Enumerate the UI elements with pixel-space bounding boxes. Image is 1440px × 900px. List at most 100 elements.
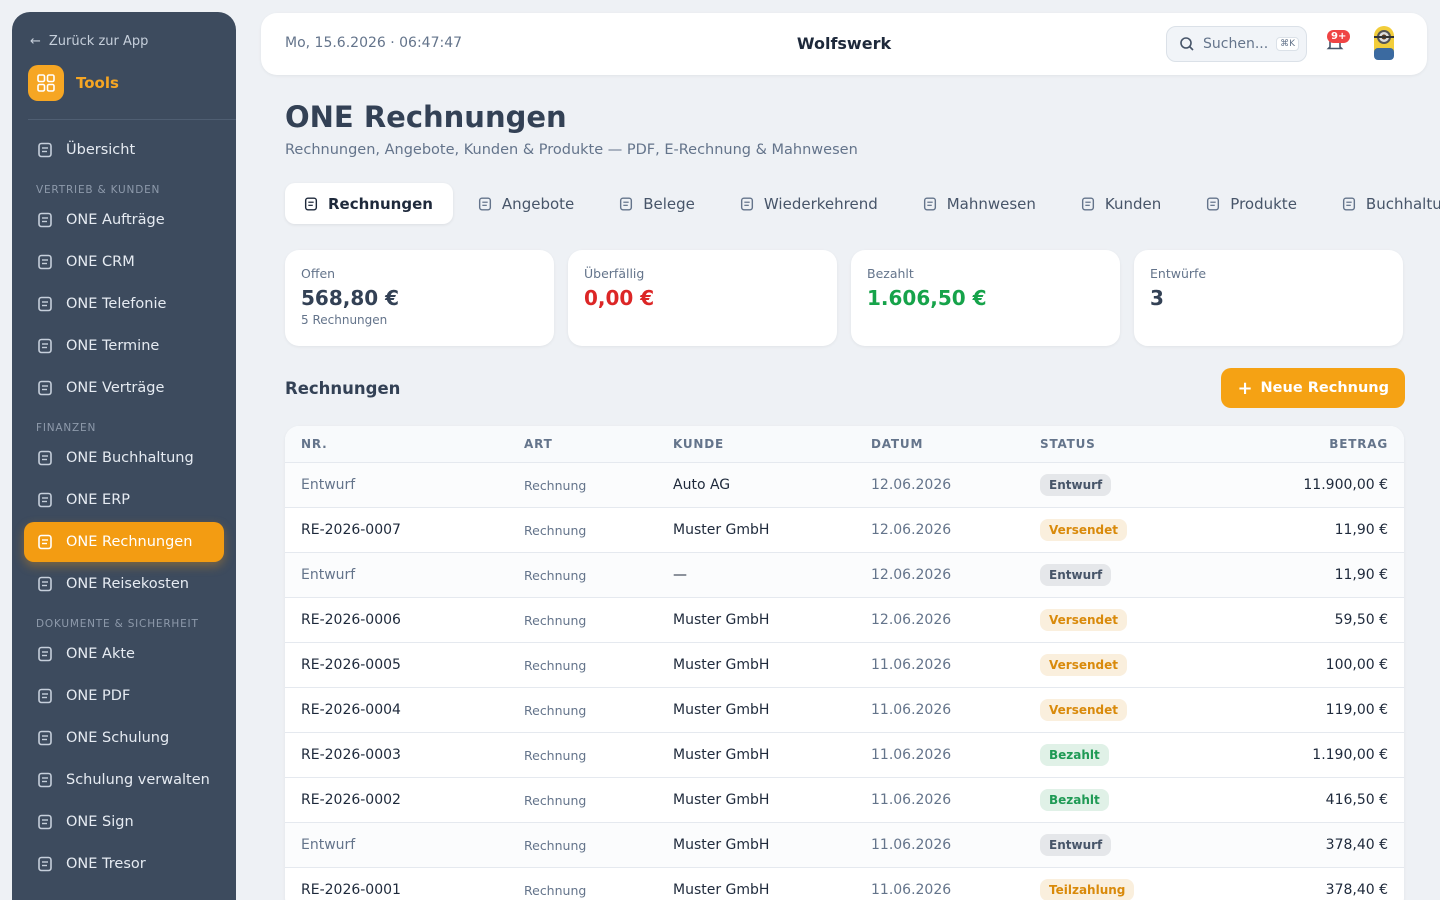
cell-datum: 11.06.2026 xyxy=(855,642,1024,687)
cell-nr: RE-2026-0001 xyxy=(285,867,508,900)
table-row[interactable]: RE-2026-0002 Rechnung Muster GmbH 11.06.202… xyxy=(285,777,1404,822)
page-subtitle: Rechnungen, Angebote, Kunden & Produkte … xyxy=(285,142,858,158)
table-row[interactable]: Entwurf Rechnung Muster GmbH 11.06.2026 Entw… xyxy=(285,822,1404,867)
cell-datum: 12.06.2026 xyxy=(855,552,1024,597)
nav-label: ONE Aufträge xyxy=(66,212,165,228)
cell-nr: RE-2026-0003 xyxy=(285,732,508,777)
nav-item[interactable]: ONE Schulung xyxy=(24,718,224,758)
nav-item[interactable]: Schulung verwalten xyxy=(24,760,224,800)
cell-status: Entwurf xyxy=(1024,552,1224,597)
section-title: DOKUMENTE & SICHERHEIT xyxy=(36,618,199,630)
cell-betrag: 416,50 € xyxy=(1224,777,1404,822)
cell-art: Rechnung xyxy=(508,597,657,642)
nav-item[interactable]: ONE Reisekosten xyxy=(24,564,224,604)
cell-datum: 11.06.2026 xyxy=(855,732,1024,777)
nav-label: ONE Tresor xyxy=(66,856,146,872)
avatar[interactable] xyxy=(1371,24,1397,68)
section-title: VERTRIEB & KUNDEN xyxy=(36,184,161,196)
table-row[interactable]: RE-2026-0006 Rechnung Muster GmbH 12.06.202… xyxy=(285,597,1404,642)
button-label: Neue Rechnung xyxy=(1260,380,1389,396)
cell-art: Rechnung xyxy=(508,642,657,687)
cell-kunde: Muster GmbH xyxy=(657,597,855,642)
cell-art: Rechnung xyxy=(508,507,657,552)
cell-betrag: 119,00 € xyxy=(1224,687,1404,732)
status-badge: Bezahlt xyxy=(1040,744,1109,766)
cell-datum: 12.06.2026 xyxy=(855,597,1024,642)
column-header: KUNDE xyxy=(657,426,855,462)
new-invoice-button[interactable]: + Neue Rechnung xyxy=(1221,368,1405,408)
tab[interactable]: Angebote xyxy=(459,183,594,224)
nav-item[interactable]: ONE Akte xyxy=(24,634,224,674)
cell-nr: RE-2026-0006 xyxy=(285,597,508,642)
stat-label: Bezahlt xyxy=(867,266,914,281)
tab[interactable]: Mahnwesen xyxy=(904,183,1056,224)
stat-cards: Offen 568,80 € 5 Rechnungen Überfällig 0,00 … xyxy=(285,250,1405,346)
nav-item[interactable]: ONE Rechnungen xyxy=(24,522,224,562)
back-link[interactable]: ← Zurück zur App xyxy=(30,34,236,49)
tab[interactable]: Belege xyxy=(600,183,715,224)
arrow-icon: ← xyxy=(30,34,41,49)
cell-betrag: 100,00 € xyxy=(1224,642,1404,687)
cell-kunde: Muster GmbH xyxy=(657,732,855,777)
icon xyxy=(739,196,755,212)
column-header: ART xyxy=(508,426,657,462)
stat-value: 0,00 € xyxy=(584,286,655,310)
table-row[interactable]: Entwurf Rechnung Auto AG 12.06.2026 Entwurf 1… xyxy=(285,462,1404,507)
stat-label: Überfällig xyxy=(584,266,645,281)
nav-item[interactable]: ONE CRM xyxy=(24,242,224,282)
nav-item[interactable]: ONE Aufträge xyxy=(24,200,224,240)
nav-item[interactable]: ONE Termine xyxy=(24,326,224,366)
nav-label: ONE Rechnungen xyxy=(66,534,193,550)
nav-item[interactable]: Übersicht xyxy=(24,130,224,170)
table-row[interactable]: RE-2026-0005 Rechnung Muster GmbH 11.06.202… xyxy=(285,642,1404,687)
nav-label: Schulung verwalten xyxy=(66,772,210,788)
table-row[interactable]: RE-2026-0004 Rechnung Muster GmbH 11.06.202… xyxy=(285,687,1404,732)
icon xyxy=(36,379,54,397)
table-row[interactable]: RE-2026-0007 Rechnung Muster GmbH 12.06.202… xyxy=(285,507,1404,552)
cell-betrag: 11,90 € xyxy=(1224,552,1404,597)
brand-icon xyxy=(28,65,64,101)
cell-datum: 11.06.2026 xyxy=(855,777,1024,822)
icon xyxy=(36,575,54,593)
tab-label: Kunden xyxy=(1104,194,1162,213)
search-placeholder: Suchen... xyxy=(1203,36,1269,52)
nav-item[interactable]: ONE Tresor xyxy=(24,844,224,884)
nav-item[interactable]: ONE Buchhaltung xyxy=(24,438,224,478)
nav-label: Übersicht xyxy=(66,142,136,158)
plus-icon: + xyxy=(1237,377,1253,399)
cell-kunde: — xyxy=(657,552,855,597)
status-badge: Versendet xyxy=(1040,519,1127,541)
stat-card: Offen 568,80 € 5 Rechnungen xyxy=(285,250,554,346)
column-header: STATUS xyxy=(1024,426,1224,462)
search[interactable]: Suchen... ⌘K xyxy=(1166,26,1307,62)
nav-label: ONE Schulung xyxy=(66,730,170,746)
nav-item[interactable]: ONE Sign xyxy=(24,802,224,842)
cell-betrag: 11.900,00 € xyxy=(1224,462,1404,507)
icon xyxy=(36,813,54,831)
nav-item[interactable]: ONE PDF xyxy=(24,676,224,716)
nav-item[interactable]: ONE Telefonie xyxy=(24,284,224,324)
cell-kunde: Auto AG xyxy=(657,462,855,507)
status-badge: Entwurf xyxy=(1040,834,1112,856)
tab-label: Wiederkehrend xyxy=(763,194,878,213)
tab[interactable]: Rechnungen xyxy=(285,183,453,224)
table-row[interactable]: RE-2026-0001 Rechnung Muster GmbH 11.06.202… xyxy=(285,867,1404,900)
tab-label: Buchhaltung xyxy=(1365,194,1440,213)
tab[interactable]: Buchhaltung xyxy=(1323,183,1440,224)
nav-item[interactable]: ONE ERP xyxy=(24,480,224,520)
cell-kunde: Muster GmbH xyxy=(657,642,855,687)
notification-badge: 9+ xyxy=(1327,30,1351,43)
status-badge: Versendet xyxy=(1040,609,1127,631)
cell-nr: Entwurf xyxy=(285,552,508,597)
tab[interactable]: Produkte xyxy=(1187,183,1317,224)
status-badge: Teilzahlung xyxy=(1040,879,1135,900)
table-row[interactable]: Entwurf Rechnung —12.06.2026 Entwurf 11,90 € xyxy=(285,552,1404,597)
tab[interactable]: Wiederkehrend xyxy=(721,183,898,224)
table-row[interactable]: RE-2026-0003 Rechnung Muster GmbH 11.06.202… xyxy=(285,732,1404,777)
status-badge: Entwurf xyxy=(1040,564,1112,586)
cell-datum: 11.06.2026 xyxy=(855,867,1024,900)
datetime: Mo, 15.6.2026 · 06:47:47 xyxy=(285,35,463,51)
tab[interactable]: Kunden xyxy=(1062,183,1181,224)
nav-item[interactable]: ONE Verträge xyxy=(24,368,224,408)
stat-card: Überfällig 0,00 € xyxy=(568,250,837,346)
